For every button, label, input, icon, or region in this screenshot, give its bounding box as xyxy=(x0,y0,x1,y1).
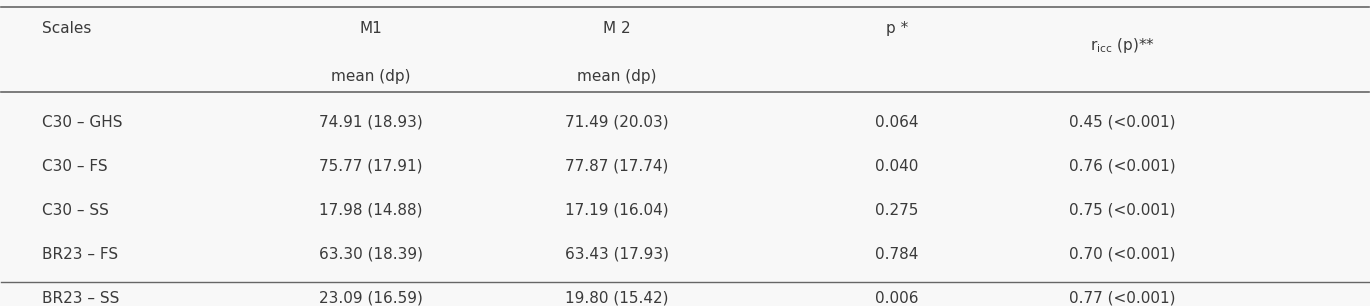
Text: 0.064: 0.064 xyxy=(875,115,919,130)
Text: 0.040: 0.040 xyxy=(875,159,919,174)
Text: 0.75 (<0.001): 0.75 (<0.001) xyxy=(1069,203,1175,218)
Text: M 2: M 2 xyxy=(603,21,630,36)
Text: BR23 – SS: BR23 – SS xyxy=(42,291,119,306)
Text: 75.77 (17.91): 75.77 (17.91) xyxy=(319,159,422,174)
Text: p *: p * xyxy=(886,21,908,36)
Text: 17.19 (16.04): 17.19 (16.04) xyxy=(564,203,669,218)
Text: mean (dp): mean (dp) xyxy=(577,69,656,84)
Text: 77.87 (17.74): 77.87 (17.74) xyxy=(564,159,669,174)
Text: 19.80 (15.42): 19.80 (15.42) xyxy=(564,291,669,306)
Text: 23.09 (16.59): 23.09 (16.59) xyxy=(319,291,422,306)
Text: 0.76 (<0.001): 0.76 (<0.001) xyxy=(1069,159,1175,174)
Text: 0.006: 0.006 xyxy=(875,291,919,306)
Text: 71.49 (20.03): 71.49 (20.03) xyxy=(564,115,669,130)
Text: C30 – FS: C30 – FS xyxy=(42,159,108,174)
Text: Scales: Scales xyxy=(42,21,92,36)
Text: mean (dp): mean (dp) xyxy=(330,69,410,84)
Text: 17.98 (14.88): 17.98 (14.88) xyxy=(319,203,422,218)
Text: 0.784: 0.784 xyxy=(875,247,919,262)
Text: r$_{\mathregular{icc}}$ (p)**: r$_{\mathregular{icc}}$ (p)** xyxy=(1091,36,1155,55)
Text: 74.91 (18.93): 74.91 (18.93) xyxy=(319,115,422,130)
Text: 0.45 (<0.001): 0.45 (<0.001) xyxy=(1069,115,1175,130)
Text: M1: M1 xyxy=(359,21,382,36)
Text: C30 – SS: C30 – SS xyxy=(42,203,110,218)
Text: 0.275: 0.275 xyxy=(875,203,919,218)
Text: C30 – GHS: C30 – GHS xyxy=(42,115,123,130)
Text: 0.70 (<0.001): 0.70 (<0.001) xyxy=(1069,247,1175,262)
Text: 0.77 (<0.001): 0.77 (<0.001) xyxy=(1069,291,1175,306)
Text: BR23 – FS: BR23 – FS xyxy=(42,247,119,262)
Text: 63.43 (17.93): 63.43 (17.93) xyxy=(564,247,669,262)
Text: 63.30 (18.39): 63.30 (18.39) xyxy=(319,247,422,262)
